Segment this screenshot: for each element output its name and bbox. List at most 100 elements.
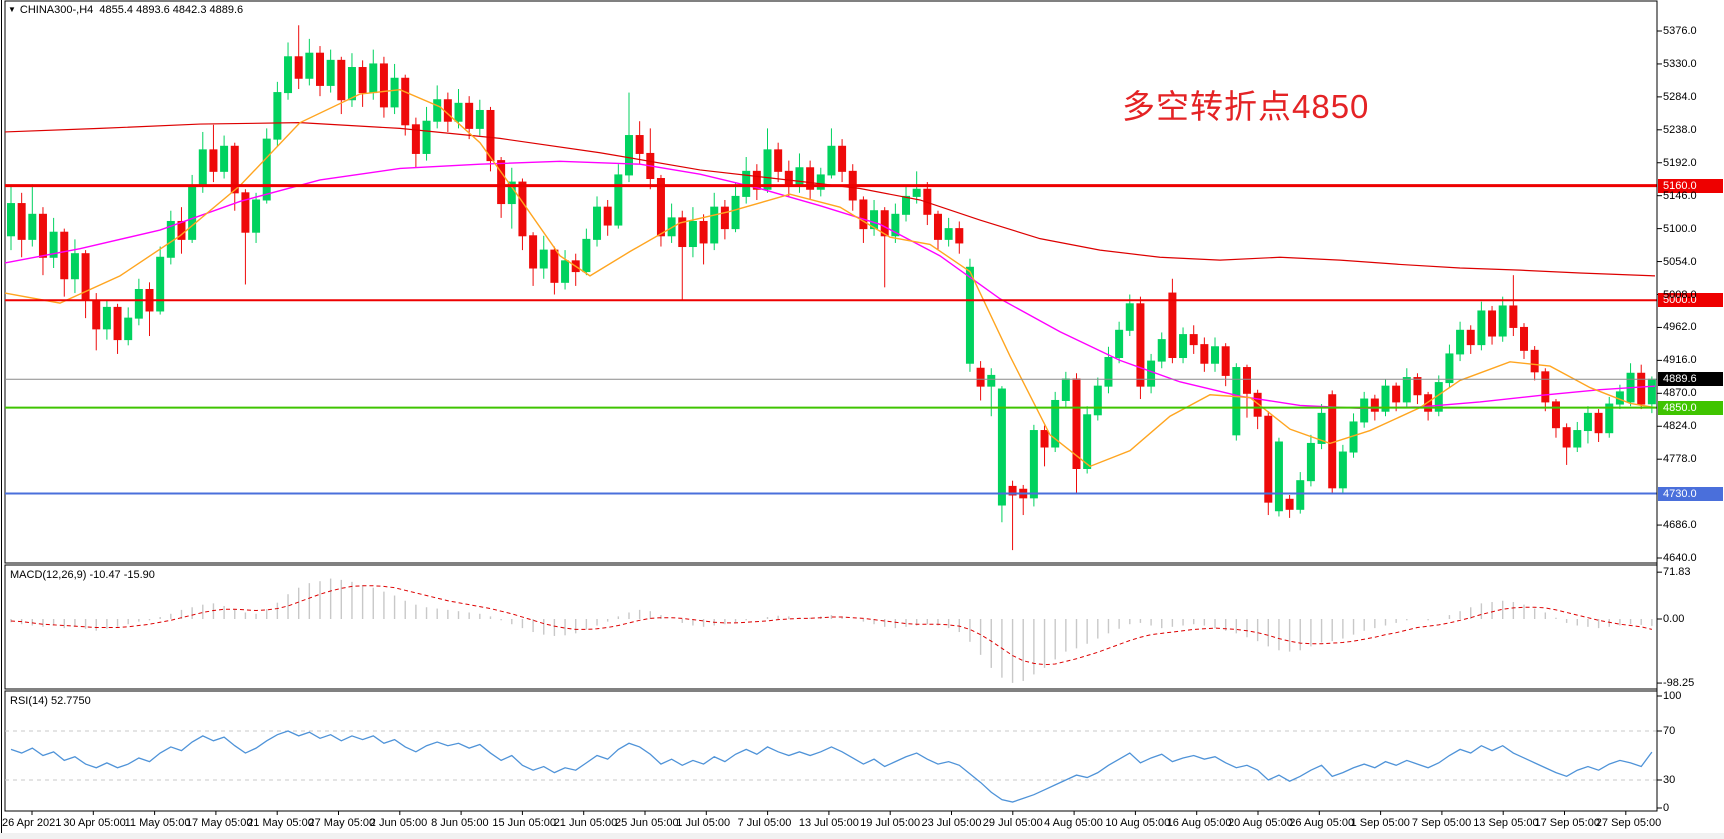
candle-body xyxy=(134,288,143,319)
price-panel-frame xyxy=(4,0,1658,564)
candle-body xyxy=(1008,485,1017,496)
candle-body xyxy=(465,102,474,129)
time-axis-label: 15 Jun 05:00 xyxy=(492,817,557,829)
candle-body xyxy=(102,306,111,330)
price-line-badge[interactable]: 4889.6 xyxy=(1658,372,1723,387)
time-axis-label: 8 Jun 05:00 xyxy=(431,817,489,829)
candle-body xyxy=(763,149,772,190)
candle-body xyxy=(710,206,719,244)
candle-body xyxy=(1125,303,1134,331)
price-line-badge[interactable]: 4730.0 xyxy=(1658,486,1723,501)
candle-body xyxy=(1264,415,1273,503)
candle-body xyxy=(1317,412,1326,444)
candle-body xyxy=(1242,367,1251,394)
candle-body xyxy=(955,228,964,244)
candle-body xyxy=(17,203,26,240)
chart-title-bar: ▼ CHINA300-,H4 4855.4 4893.6 4842.3 4889.… xyxy=(8,3,243,17)
candle-body xyxy=(1253,392,1262,417)
ma_magenta-line xyxy=(4,160,1656,410)
candle-body xyxy=(1445,353,1454,384)
price-tick-label: 4778.0 xyxy=(1663,453,1697,466)
candle-body xyxy=(1413,377,1422,396)
candle-body xyxy=(1477,310,1486,346)
candle-body xyxy=(1583,412,1592,432)
candle-body xyxy=(944,228,953,240)
price-tick-label: 4824.0 xyxy=(1663,420,1697,433)
candle-body xyxy=(859,199,868,230)
rsi-tick-label: 100 xyxy=(1663,690,1682,702)
candle-body xyxy=(997,388,1006,506)
price-tick-label: 5054.0 xyxy=(1663,255,1697,268)
macd-tick-label: 0.00 xyxy=(1663,613,1685,625)
candle-body xyxy=(1498,305,1507,337)
candle-body xyxy=(475,109,484,129)
ohlc-values: 4855.4 4893.6 4842.3 4889.6 xyxy=(99,4,244,16)
macd-tick-label: 71.83 xyxy=(1663,566,1691,579)
candle-body xyxy=(1370,398,1379,412)
time-axis-label: 4 Aug 05:00 xyxy=(1044,817,1103,829)
candle-body xyxy=(241,192,250,233)
candle-body xyxy=(1051,399,1060,448)
candle-body xyxy=(1093,385,1102,416)
price-tick-label: 4916.0 xyxy=(1663,354,1697,367)
candle-body xyxy=(603,206,612,226)
price-tick-label: 4962.0 xyxy=(1663,321,1697,334)
candle-body xyxy=(1509,305,1518,328)
candle-body xyxy=(124,317,133,341)
time-axis-label: 20 Aug 05:00 xyxy=(1228,817,1293,829)
candle-body xyxy=(1040,430,1049,448)
time-axis-label: 27 May 05:00 xyxy=(308,817,376,829)
candle-body xyxy=(220,145,229,172)
candle-body xyxy=(561,260,570,283)
time-axis-label: 23 Jul 05:00 xyxy=(921,817,982,829)
candle-body xyxy=(1104,357,1113,387)
price-line-badge[interactable]: 4850.0 xyxy=(1658,400,1723,415)
candle-body xyxy=(454,102,463,122)
price-tick-label: 5008.0 xyxy=(1663,288,1697,301)
time-axis-label: 29 Jul 05:00 xyxy=(982,817,1043,829)
candle-body xyxy=(305,52,314,79)
candle-body xyxy=(795,167,804,187)
candle-body xyxy=(1029,430,1038,499)
candle-body xyxy=(1424,394,1433,412)
candle-body xyxy=(1179,334,1188,359)
candle-body xyxy=(614,174,623,226)
rsi-line xyxy=(10,730,1653,803)
candle-body xyxy=(933,213,942,240)
candle-body xyxy=(38,213,47,258)
time-axis-label: 13 Jul 05:00 xyxy=(798,817,859,829)
macd-tick-label: -98.25 xyxy=(1663,677,1695,690)
time-axis-label: 27 Sep 05:00 xyxy=(1595,817,1662,829)
rsi-tick-label: 70 xyxy=(1663,725,1676,737)
price-tick-label: 5100.0 xyxy=(1663,222,1697,235)
candle-body xyxy=(870,210,879,230)
candle-body xyxy=(326,59,335,86)
candle-body xyxy=(912,188,921,197)
candle-body xyxy=(28,213,37,240)
candle-body xyxy=(720,206,729,230)
candle-body xyxy=(315,52,324,86)
candle-body xyxy=(1530,349,1539,373)
candle-body xyxy=(294,56,303,79)
candle-body xyxy=(1360,398,1369,423)
macd-values: -10.47 -15.90 xyxy=(89,569,155,581)
candle-body xyxy=(262,138,271,201)
candle-body xyxy=(1541,371,1550,403)
chart-text-annotation[interactable]: 多空转折点4850 xyxy=(1122,88,1370,125)
candle-body xyxy=(880,210,889,237)
expander-icon[interactable]: ▼ xyxy=(8,5,16,14)
time-axis-label: 1 Jul 05:00 xyxy=(676,817,731,829)
candle-body xyxy=(1573,430,1582,448)
time-axis-label: 11 May 05:00 xyxy=(124,817,191,829)
macd-panel-frame xyxy=(4,564,1658,690)
candle-body xyxy=(1402,377,1411,403)
price-line-badge[interactable]: 5000.0 xyxy=(1658,293,1723,308)
candle-body xyxy=(550,249,559,283)
price-line-badge[interactable]: 5160.0 xyxy=(1658,178,1723,193)
time-axis-label: 26 Apr 2021 xyxy=(2,817,62,829)
candle-body xyxy=(379,63,388,108)
candle-body xyxy=(486,109,495,162)
candle-body xyxy=(752,170,761,190)
